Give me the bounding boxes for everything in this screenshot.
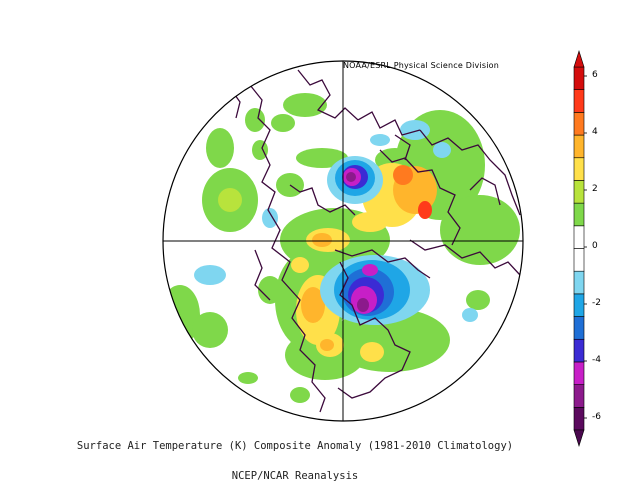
caption-title: Surface Air Temperature (K) Composite An… bbox=[76, 440, 514, 452]
coastlines bbox=[229, 69, 521, 413]
cold-anomaly-patches bbox=[194, 120, 478, 325]
colorbar-tick-label: 2 bbox=[592, 184, 598, 194]
colorbar bbox=[573, 49, 587, 448]
colorbar-segment bbox=[573, 270, 585, 295]
colorbar-tick-label: 6 bbox=[592, 70, 598, 80]
colorbar-segment bbox=[573, 293, 585, 317]
colorbar-segment bbox=[573, 338, 585, 363]
colorbar-segment bbox=[573, 384, 585, 408]
credit-text: NOAA/ESRL Physical Science Division bbox=[343, 61, 500, 70]
anomaly-fields bbox=[163, 69, 521, 413]
colorbar-segment bbox=[573, 180, 585, 204]
colorbar-segment bbox=[573, 202, 585, 227]
caption-source: NCEP/NCAR Reanalysis bbox=[231, 470, 359, 482]
colorbar-tick-label: -4 bbox=[592, 355, 601, 365]
colorbar-tick-label: 4 bbox=[592, 127, 598, 137]
colorbar-segment bbox=[573, 134, 585, 159]
colorbar-tick-label: -6 bbox=[592, 412, 601, 422]
colorbar-bottom-arrow bbox=[573, 429, 585, 448]
colorbar-segment bbox=[573, 248, 585, 272]
colorbar-segment bbox=[573, 407, 585, 431]
colorbar-segment bbox=[573, 157, 585, 181]
colorbar-segment bbox=[573, 66, 585, 90]
colorbar-top-arrow bbox=[573, 49, 585, 68]
map-border bbox=[162, 60, 524, 422]
colorbar-segment bbox=[573, 112, 585, 136]
colorbar-tick-label: 0 bbox=[592, 241, 598, 251]
colorbar-segment bbox=[573, 225, 585, 249]
colorbar-segment bbox=[573, 89, 585, 113]
colorbar-segment bbox=[573, 316, 585, 340]
colorbar-segment bbox=[573, 361, 585, 385]
colorbar-tick-label: -2 bbox=[592, 298, 601, 308]
